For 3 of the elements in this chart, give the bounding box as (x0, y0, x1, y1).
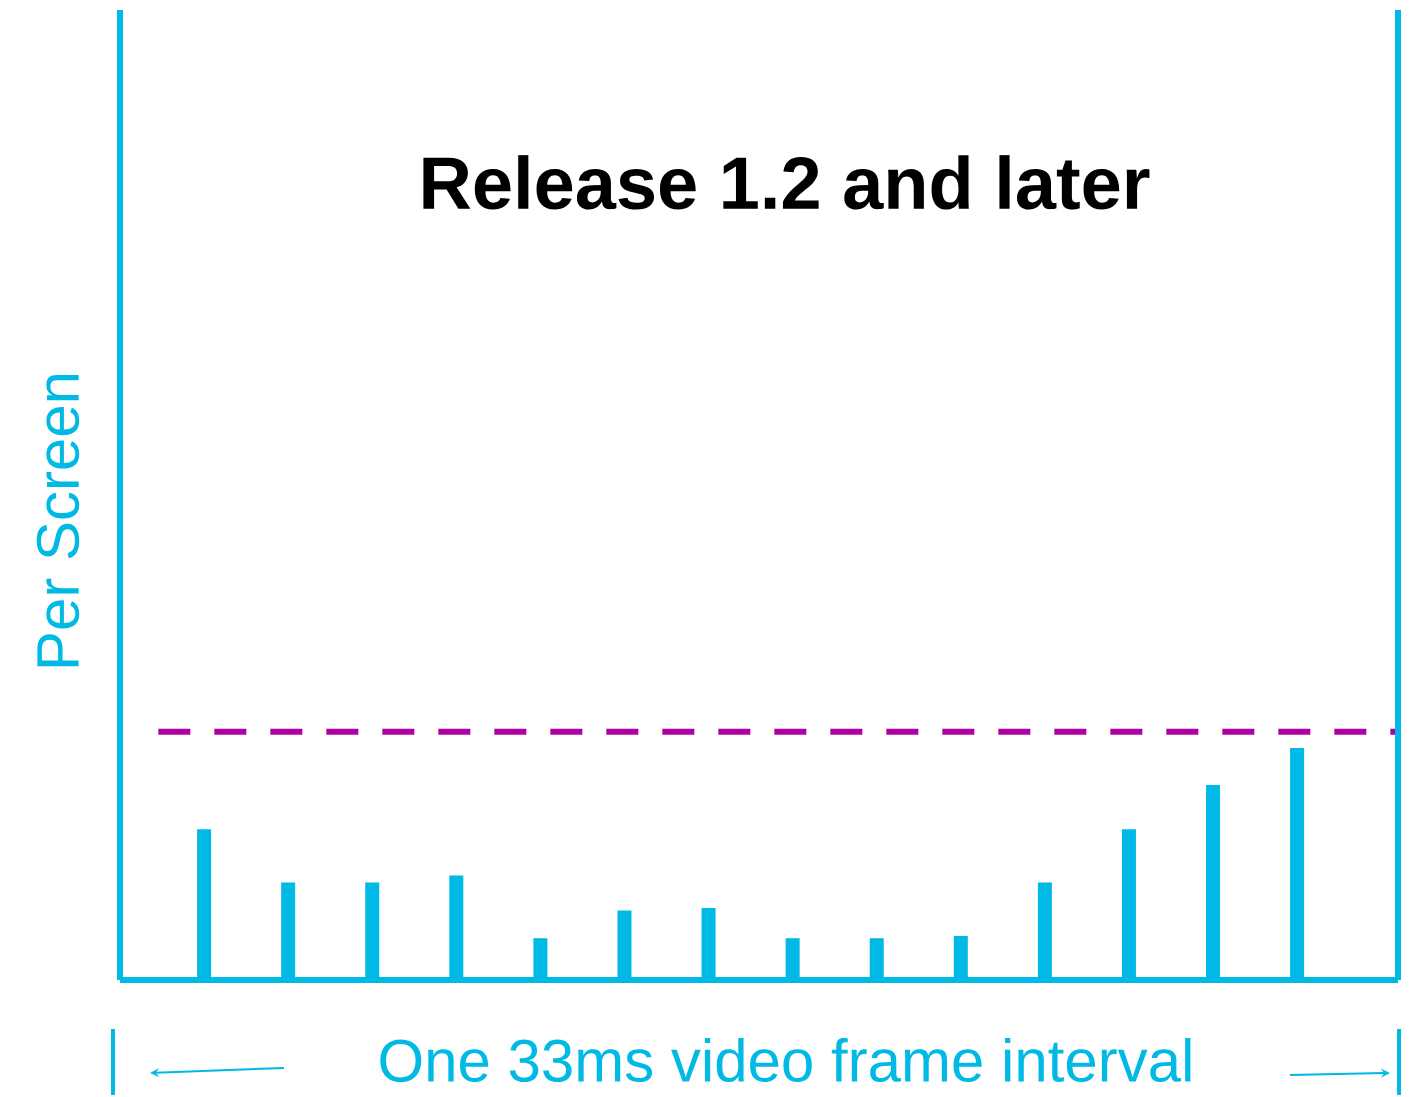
x-axis-title: One 33ms video frame interval (380, 1037, 1191, 1083)
y-axis-title: Per Screen (36, 374, 80, 667)
chart-title: Release 1.2 and later (423, 155, 1150, 210)
